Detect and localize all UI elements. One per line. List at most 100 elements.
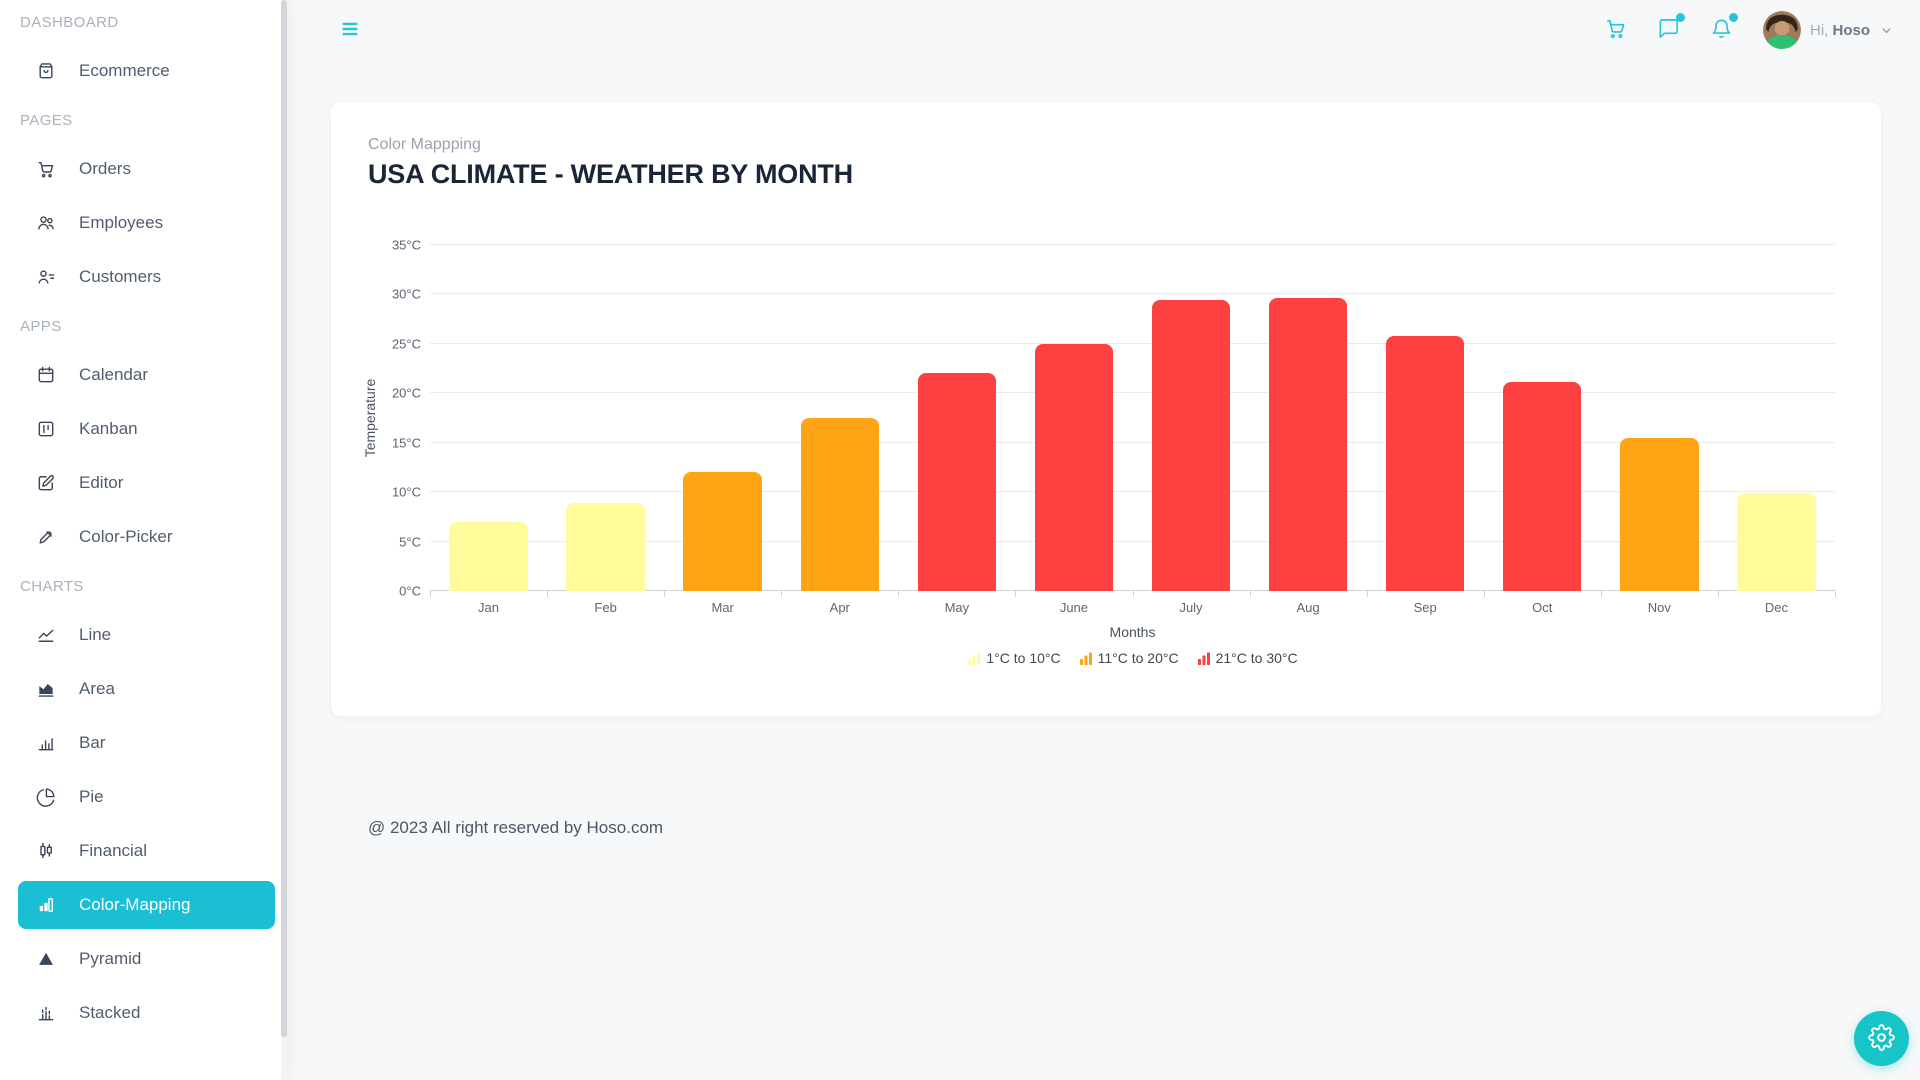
gridline [430,491,1835,493]
bar-sep[interactable] [1385,335,1465,591]
user-menu[interactable]: Hi, Hoso [1762,11,1894,49]
bar-may[interactable] [917,372,997,591]
sidebar-item-label: Orders [79,159,131,178]
notifications-button[interactable] [1706,13,1738,47]
column-chart: Temperature 0°C 5°C 10°C 15°C 20°C 25°C 30°C 35… [331,239,1881,666]
sidebar-item-employees[interactable]: Employees [18,196,275,250]
legend-bars-icon [967,651,981,665]
chart-x-title: Months [1109,624,1156,640]
sidebar-item-pie[interactable]: Pie [18,770,275,824]
sidebar-scrollbar-thumb[interactable] [281,0,287,1037]
legend-item-11-c-to-20-c[interactable]: 11°C to 20°C [1079,650,1179,666]
bar-slot [781,245,898,591]
line-chart-icon [36,625,56,645]
x-axis-label-july: July [1179,600,1203,615]
sidebar-item-line[interactable]: Line [18,608,275,662]
footer-copyright: @ 2023 All right reserved by Hoso.com [368,818,664,837]
sidebar-item-customers[interactable]: Customers [18,250,275,304]
y-axis-tick-label: 20°C [391,385,421,401]
sidebar-item-label: Kanban [79,419,138,438]
x-axis-label-jan: Jan [478,600,500,615]
shopping-bag-icon [36,61,56,81]
bar-nov[interactable] [1620,437,1699,591]
sidebar-section-title-charts: CHARTS [20,577,84,595]
x-axis-label-may: May [944,600,970,615]
chart-card: Color Mappping USA CLIMATE - WEATHER BY … [331,102,1881,716]
kanban-icon [36,419,56,439]
bars-layer [430,245,1835,591]
chat-button[interactable] [1653,13,1685,47]
sidebar-scrollbar[interactable] [281,0,287,1080]
x-axis-tick [1249,591,1251,597]
gridline [430,441,1835,443]
x-axis-tick [430,591,431,597]
x-axis-tick [664,591,666,597]
sidebar-item-label: Financial [79,841,148,860]
legend-label: 21°C to 30°C [1215,650,1298,666]
bar-june[interactable] [1034,343,1114,591]
legend-item-1-c-to-10-c[interactable]: 1°C to 10°C [967,650,1061,666]
sidebar-item-stacked[interactable]: Stacked [18,986,275,1040]
bar-aug[interactable] [1268,298,1348,591]
topbar-actions: Hi, Hoso [1600,11,1894,49]
bar-jan[interactable] [449,521,528,591]
bar-feb[interactable] [566,503,645,591]
bar-slot [1718,245,1835,591]
settings-fab[interactable] [1854,1011,1909,1066]
sidebar-item-color-mapping[interactable]: Color-Mapping [18,881,275,929]
x-axis-label-feb: Feb [594,600,617,615]
y-axis-tick-label: 0°C [399,583,421,599]
bar-slot [1601,245,1718,591]
bar-oct[interactable] [1503,382,1582,591]
sidebar: DASHBOARD Ecommerce PAGES Orders Employees Cu… [0,0,287,1080]
y-axis-tick-label: 35°C [391,237,421,253]
sidebar-item-label: Customers [79,267,162,286]
stacked-chart-icon [36,1003,56,1023]
sidebar-item-bar[interactable]: Bar [18,716,275,770]
cart-icon [36,159,56,179]
sidebar-item-pyramid[interactable]: Pyramid [18,932,275,986]
bar-slot [1484,245,1601,591]
bar-slot [1250,245,1367,591]
sidebar-item-label: Color-Mapping [79,895,191,914]
menu-icon [339,18,361,43]
menu-button[interactable] [335,14,365,47]
sidebar-item-label: Area [79,679,115,698]
sidebar-section-title-pages: PAGES [20,111,73,129]
cart-button[interactable] [1600,13,1631,47]
legend-item-21-c-to-30-c[interactable]: 21°C to 30°C [1197,650,1298,666]
sidebar-item-editor[interactable]: Editor [18,456,275,510]
sidebar-item-financial[interactable]: Financial [18,824,275,878]
bar-slot [547,245,664,591]
chart-x-labels: Jan Feb Mar Apr May June July Aug Sep Oct Nov Dec [430,600,1835,615]
sidebar-item-label: Bar [79,733,106,752]
bar-dec[interactable] [1737,493,1816,591]
card-header: Color Mappping USA CLIMATE - WEATHER BY … [331,102,1881,190]
gridline [430,342,1835,344]
y-axis-tick-label: 30°C [391,286,421,302]
bar-mar[interactable] [683,472,762,591]
bar-slot [898,245,1015,591]
sidebar-item-label: Color-Picker [79,527,173,546]
x-axis-label-apr: Apr [829,600,850,615]
sidebar-item-label: Employees [79,213,164,232]
sidebar-item-calendar[interactable]: Calendar [18,348,275,402]
x-axis-label-aug: Aug [1296,600,1320,615]
x-axis-tick [1717,591,1719,597]
sidebar-item-orders[interactable]: Orders [18,142,275,196]
color-picker-icon [36,527,56,547]
pyramid-chart-icon [36,949,56,969]
chart-legend: 1°C to 10°C 11°C to 20°C 21°C to 30°C [430,650,1835,666]
sidebar-item-color-picker[interactable]: Color-Picker [18,510,275,564]
sidebar-item-area[interactable]: Area [18,662,275,716]
bar-apr[interactable] [800,418,879,591]
sidebar-item-ecommerce[interactable]: Ecommerce [18,44,275,98]
bar-july[interactable] [1151,300,1231,591]
color-mapping-icon [36,895,56,915]
x-axis-label-sep: Sep [1413,600,1437,615]
y-axis-tick-label: 25°C [391,336,421,352]
sidebar-item-kanban[interactable]: Kanban [18,402,275,456]
card-subtitle: Color Mappping [368,136,481,153]
area-chart-icon [36,679,56,699]
bar-chart-icon [36,733,56,753]
